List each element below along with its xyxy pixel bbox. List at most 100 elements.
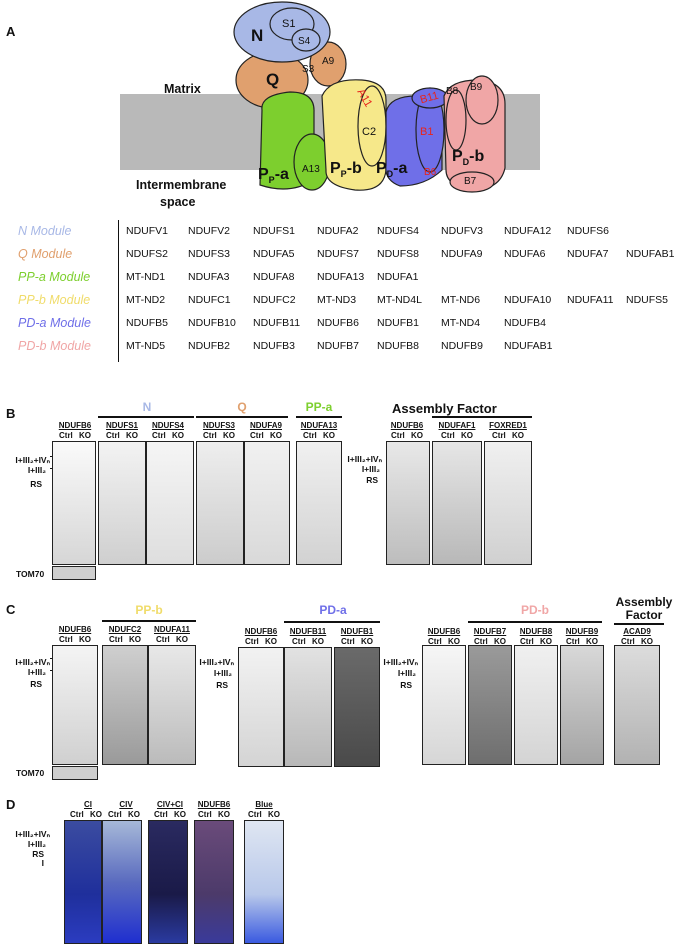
b9-shape: [465, 75, 499, 125]
c-gel-ndufb11: [284, 647, 332, 767]
d-ctrlko-2: Ctrl KO: [108, 810, 140, 819]
module-gene: NDUFB8: [377, 340, 420, 352]
s3-label: S3: [302, 64, 315, 75]
module-gene: MT-ND2: [126, 294, 166, 306]
b7-label: B7: [464, 176, 477, 187]
c-ctrlko-7: Ctrl KO: [428, 637, 460, 646]
b-ctrlko-6: Ctrl KO: [303, 431, 335, 440]
c-group-ppb-bar: [102, 620, 196, 622]
matrix-label: Matrix: [164, 82, 201, 96]
module-gene: NDUFB4: [504, 317, 547, 329]
d-ab-blue: Blue: [255, 800, 273, 809]
c-gel-ndufb1: [334, 647, 380, 767]
c2-band-label-3: RS: [216, 680, 228, 690]
b8-shape: [445, 89, 467, 151]
b-ab-ndufs1: NDUFS1: [105, 421, 138, 430]
c-gel-ndufb8: [514, 645, 558, 765]
d-band-label-2: I+III₂: [27, 839, 46, 849]
module-gene: MT-ND5: [126, 340, 166, 352]
panel-a-letter: A: [6, 24, 16, 39]
d-ab-ndufb6: NDUFB6: [197, 800, 231, 809]
c-assembly-factor: Assembly Factor: [612, 596, 676, 622]
c-gel-ndufa11: [148, 645, 196, 765]
c-ctrlko-5: Ctrl KO: [292, 637, 324, 646]
module-label-0: N Module: [18, 224, 72, 238]
c-gel-ndufb9: [560, 645, 604, 765]
module-gene: NDUFC1: [188, 294, 231, 306]
panel-b-letter: B: [6, 406, 16, 421]
c-ctrlko-2: Ctrl KO: [109, 635, 141, 644]
d-ab-civ: CIV: [119, 800, 133, 809]
b7-shape: [449, 171, 495, 193]
q-label: Q: [266, 70, 280, 89]
d-band-label-3: RS: [32, 849, 44, 859]
module-gene: NDUFV1: [126, 225, 169, 237]
b-gel-ndufb6: [52, 441, 96, 565]
c-ab-ndufc2: NDUFC2: [108, 625, 142, 634]
d-gel-ci: [64, 820, 102, 944]
s1-label: S1: [282, 18, 296, 30]
pp-a-label: PP-a: [258, 166, 289, 186]
module-gene: MT-ND1: [126, 271, 166, 283]
c-assembly-factor-line-1: Assembly: [615, 595, 673, 609]
c-band-label-3: RS: [30, 679, 42, 689]
c-ab-ndufb1: NDUFB1: [340, 627, 374, 636]
d-gel-civ: [102, 820, 142, 944]
b-gel-ndufs1: [98, 441, 146, 565]
c-band-label-1: I+III₂+IVₙ: [15, 657, 50, 667]
d-ctrlko-3: Ctrl KO: [154, 810, 186, 819]
module-gene: NDUFS7: [317, 248, 360, 260]
d-gel-blue: [244, 820, 284, 944]
d-band-label-4: I: [41, 858, 44, 868]
c-ctrlko-11: Ctrl KO: [621, 637, 653, 646]
module-gene: NDUFS5: [626, 294, 669, 306]
module-label-5: PD-b Module: [18, 339, 91, 353]
module-gene: MT-ND4: [441, 317, 481, 329]
c-assembly-bar: [614, 623, 664, 625]
c-ab-ndufb11: NDUFB11: [289, 627, 327, 636]
module-gene: NDUFC2: [253, 294, 296, 306]
b-band-label-2: I+III₂: [27, 465, 46, 475]
s4-shape: [291, 28, 321, 52]
c2-band-label-2: I+III₂: [213, 668, 232, 678]
module-gene: NDUFA9: [441, 248, 483, 260]
module-gene: NDUFV2: [188, 225, 231, 237]
module-gene: NDUFS2: [126, 248, 169, 260]
a13-label: A13: [302, 164, 320, 175]
panel-d-letter: D: [6, 797, 16, 812]
b-ab-foxred1: FOXRED1: [489, 421, 527, 430]
module-gene: NDUFA5: [253, 248, 295, 260]
c-ab-ndufb9: NDUFB9: [565, 627, 599, 636]
module-gene: NDUFA1: [377, 271, 419, 283]
b-band-label-3: RS: [30, 479, 42, 489]
module-gene: NDUFB11: [253, 317, 301, 329]
c3-band-label-1: I+III₂+IVₙ: [383, 657, 418, 667]
module-gene: NDUFS6: [567, 225, 610, 237]
c-ab-ndufb6: NDUFB6: [58, 625, 92, 634]
b-ab-ndufb6: NDUFB6: [58, 421, 92, 430]
b-group-ppa: PP-a: [305, 400, 333, 414]
b-gel-ndufs3: [196, 441, 244, 565]
module-label-4: PD-a Module: [18, 316, 91, 330]
complex-i-diagram: [120, 1, 540, 193]
b-ctrlko-5: Ctrl KO: [250, 431, 282, 440]
space-label: space: [160, 195, 196, 209]
b-group-ppa-bar: [296, 416, 342, 418]
c-ctrlko-4: Ctrl KO: [245, 637, 277, 646]
a9-label: A9: [322, 56, 335, 67]
module-label-3: PP-b Module: [18, 293, 91, 307]
b-group-n-bar: [98, 416, 194, 418]
b-assembly-bar: [432, 416, 532, 418]
c-group-pda-bar: [284, 621, 380, 623]
module-gene: NDUFA11: [567, 294, 614, 306]
pp-b-label: PP-b: [330, 160, 362, 180]
b-ctrlko-7: Ctrl KO: [391, 431, 423, 440]
c-ctrlko-1: Ctrl KO: [59, 635, 91, 644]
c-group-ppb: PP-b: [135, 603, 163, 617]
b-gel-foxred1: [484, 441, 532, 565]
b2-band-label-2: I+III₂: [361, 464, 380, 474]
c-gel-acad9: [614, 645, 660, 765]
c-group-pdb-bar: [468, 621, 602, 623]
b-ab-ndufa9: NDUFA9: [249, 421, 282, 430]
b6-label: B6: [424, 167, 437, 178]
